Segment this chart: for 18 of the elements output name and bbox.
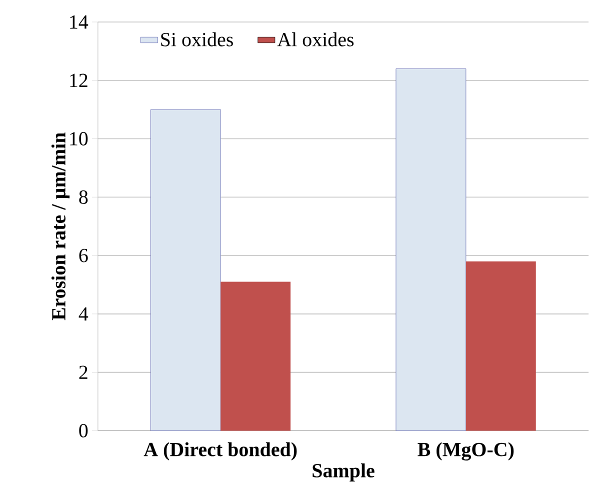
y-axis-title: Erosion rate / µm/min — [51, 132, 70, 320]
y-tick-label: 0 — [79, 424, 88, 438]
bar — [220, 282, 291, 431]
bar — [466, 262, 536, 431]
y-tick-label: 4 — [78, 308, 88, 321]
bar — [396, 68, 466, 432]
legend-label: Al oxides — [277, 32, 354, 47]
x-tick-label: B (MgO-C) — [418, 442, 514, 461]
legend-label: Si oxides — [161, 32, 233, 47]
x-tick-label: A (Direct bonded) — [144, 442, 297, 461]
y-tick-label: 12 — [70, 74, 88, 88]
y-tick-label: 6 — [79, 248, 88, 262]
bar — [150, 110, 221, 432]
y-tick-label: 14 — [70, 16, 88, 29]
y-tick-label: 8 — [79, 190, 88, 204]
y-tick-label: 10 — [70, 132, 88, 146]
y-tick-label: 2 — [79, 366, 88, 380]
x-axis-title: Sample — [312, 464, 374, 482]
